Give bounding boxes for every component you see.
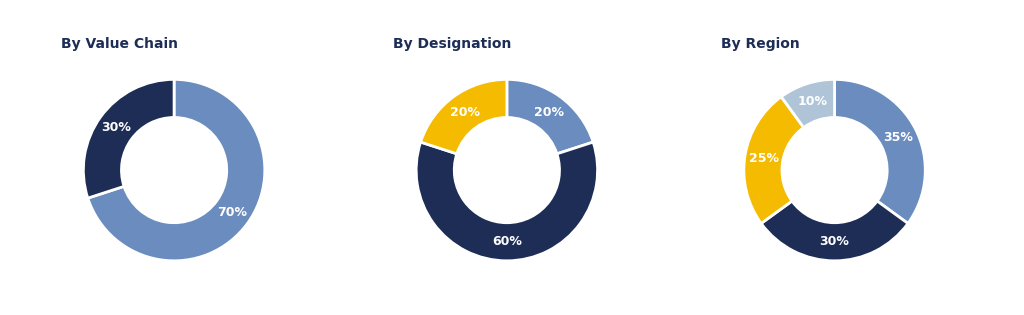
Text: 35%: 35% <box>884 131 913 144</box>
Text: 60%: 60% <box>492 235 522 248</box>
Text: 20%: 20% <box>534 106 564 119</box>
Text: 30%: 30% <box>101 122 131 135</box>
Wedge shape <box>88 79 265 261</box>
Text: 30%: 30% <box>819 235 850 248</box>
Text: By Designation: By Designation <box>393 37 512 51</box>
Text: Primary Sources: Primary Sources <box>429 13 595 31</box>
Text: 20%: 20% <box>450 106 480 119</box>
Text: 25%: 25% <box>749 152 779 165</box>
Wedge shape <box>421 79 507 154</box>
Wedge shape <box>781 79 835 128</box>
Wedge shape <box>416 142 598 261</box>
Wedge shape <box>507 79 593 154</box>
Text: 10%: 10% <box>798 95 827 108</box>
Wedge shape <box>761 201 908 261</box>
Wedge shape <box>743 97 804 223</box>
Text: By Value Chain: By Value Chain <box>60 37 178 51</box>
Text: By Region: By Region <box>721 37 800 51</box>
Wedge shape <box>83 79 174 198</box>
Text: 70%: 70% <box>217 206 247 219</box>
Wedge shape <box>835 79 926 223</box>
